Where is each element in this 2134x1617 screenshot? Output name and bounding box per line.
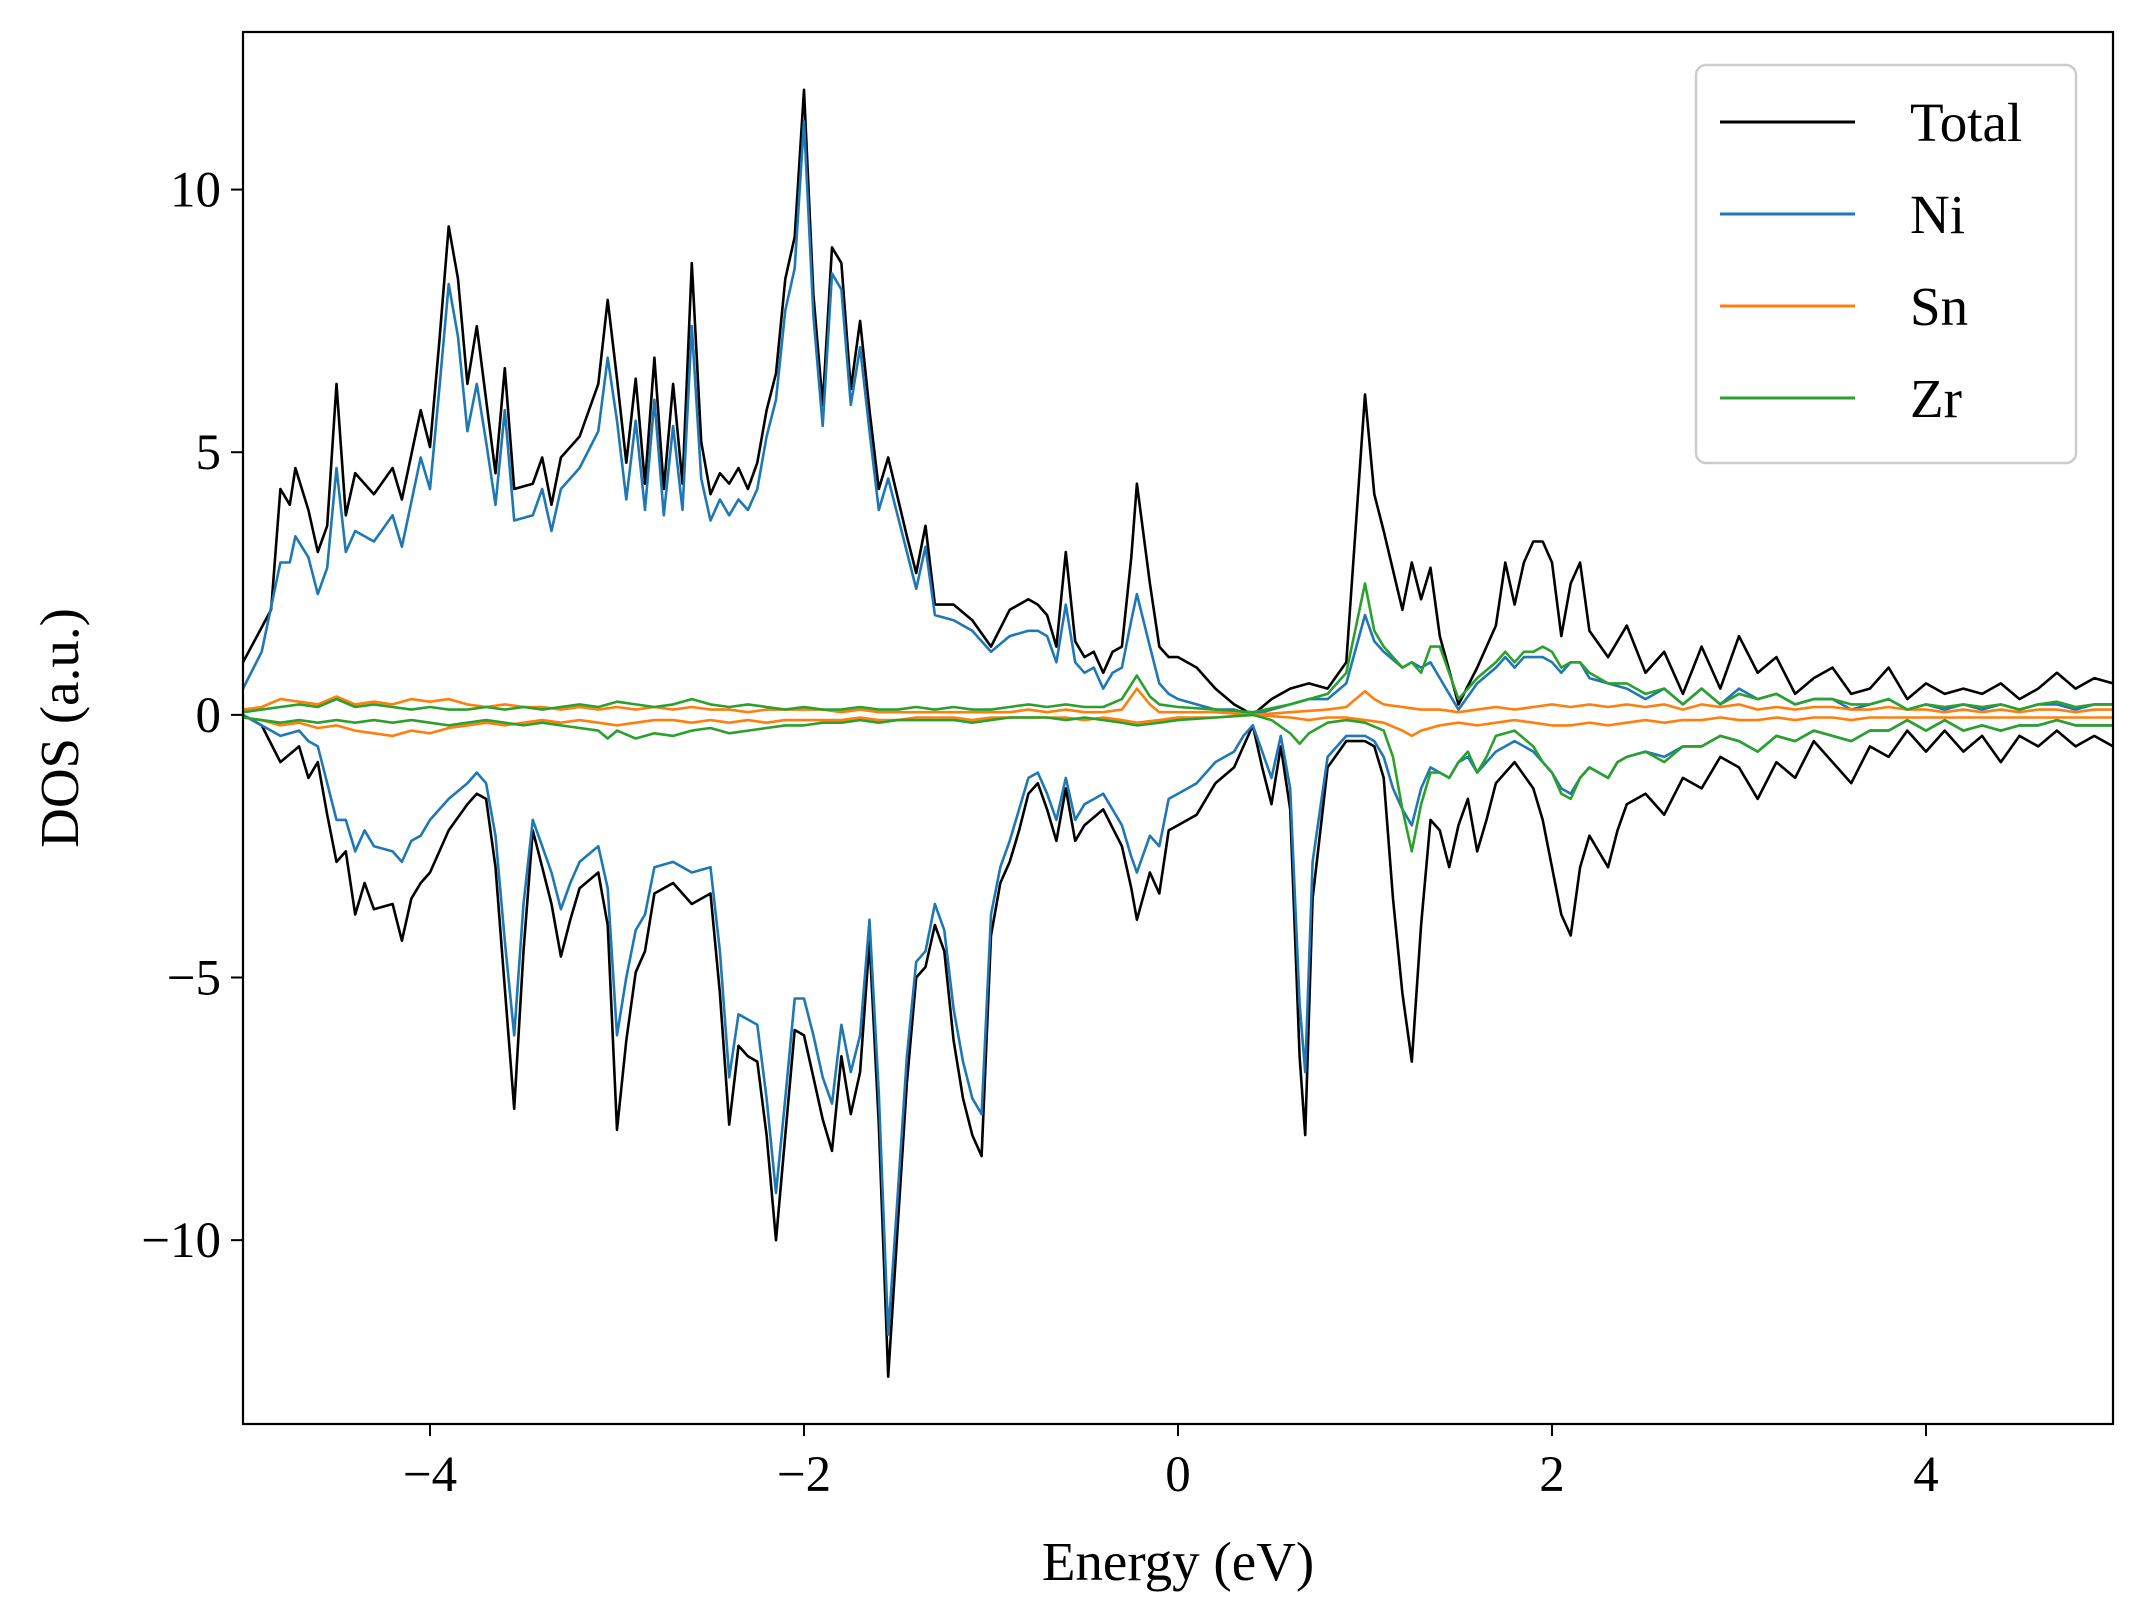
legend-label-zr: Zr [1910,368,1962,429]
legend-box [1694,63,2078,465]
y-tick-label: 0 [196,688,222,744]
y-tick-label: −5 [167,951,221,1007]
y-tick-label: 5 [196,425,222,481]
legend-label-sn: Sn [1910,276,1968,337]
series-layer [243,88,2113,1378]
y-tick-label: 10 [170,163,221,219]
series-line-total-up [243,88,2113,717]
x-tick-label: 2 [1539,1447,1565,1503]
x-tick-label: −2 [777,1447,831,1503]
legend: Total Ni Sn Zr [1694,63,2078,465]
x-tick-label: −4 [403,1447,457,1503]
y-axis: −10 −5 0 5 10 [141,163,243,1269]
series-line-total-down [243,713,2113,1378]
series-line-sn-down [243,713,2113,738]
x-axis-title: Energy (eV) [1042,1531,1314,1592]
y-axis-title: DOS (a.u.) [29,608,90,848]
x-tick-label: 4 [1913,1447,1939,1503]
x-tick-label: 0 [1165,1447,1191,1503]
x-axis: −4 −2 0 2 4 [403,1424,1939,1503]
y-tick-label: −10 [141,1213,221,1269]
series-line-zr-down [243,713,2113,853]
legend-label-total: Total [1910,92,2022,153]
legend-label-ni: Ni [1910,184,1965,245]
series-line-zr-up [243,582,2113,714]
